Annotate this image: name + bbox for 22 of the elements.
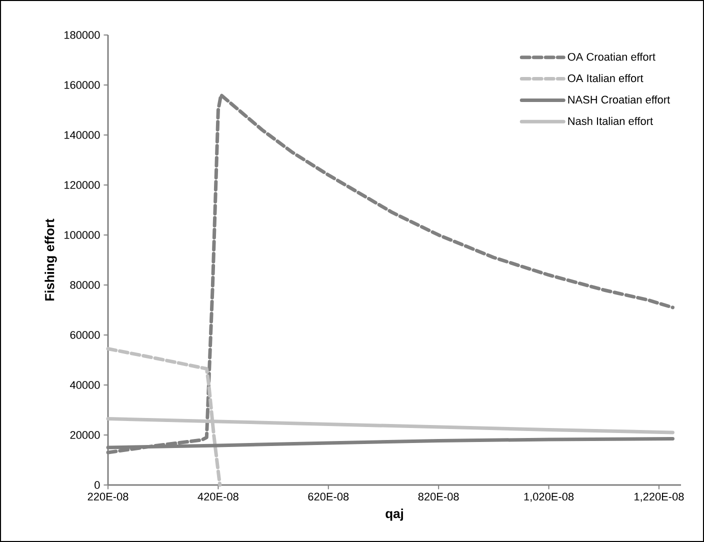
x-tick-label: 820E-08 [418, 492, 459, 501]
y-tick-label: 60000 [70, 331, 100, 339]
x-tick-label: 220E-08 [88, 492, 128, 501]
y-tick-label: 140000 [64, 131, 100, 139]
x-tick-label: 620E-08 [308, 492, 349, 501]
legend-label: OA Croatian effort [568, 52, 656, 61]
legend-label: NASH Croatian effort [568, 96, 670, 104]
legend-label: Nash Italian effort [568, 116, 653, 125]
y-tick-label: 80000 [70, 281, 100, 289]
x-tick-label: 420E-08 [198, 492, 238, 501]
legend-label: OA Italian effort [568, 74, 644, 82]
y-tick-label: 180000 [64, 31, 100, 39]
y-tick-label: 20000 [70, 431, 100, 439]
y-tick-label: 160000 [64, 81, 100, 89]
y-axis-title: Fishing effort [44, 218, 57, 300]
y-tick-label: 100000 [64, 231, 100, 239]
y-tick-label: 120000 [64, 181, 100, 189]
y-tick-label: 0 [94, 481, 100, 489]
x-tick-label: 1,020E-08 [524, 492, 574, 502]
y-tick-label: 40000 [70, 381, 100, 389]
x-tick-label: 1,220E-08 [634, 492, 684, 502]
x-axis-title: qaj [386, 508, 403, 521]
